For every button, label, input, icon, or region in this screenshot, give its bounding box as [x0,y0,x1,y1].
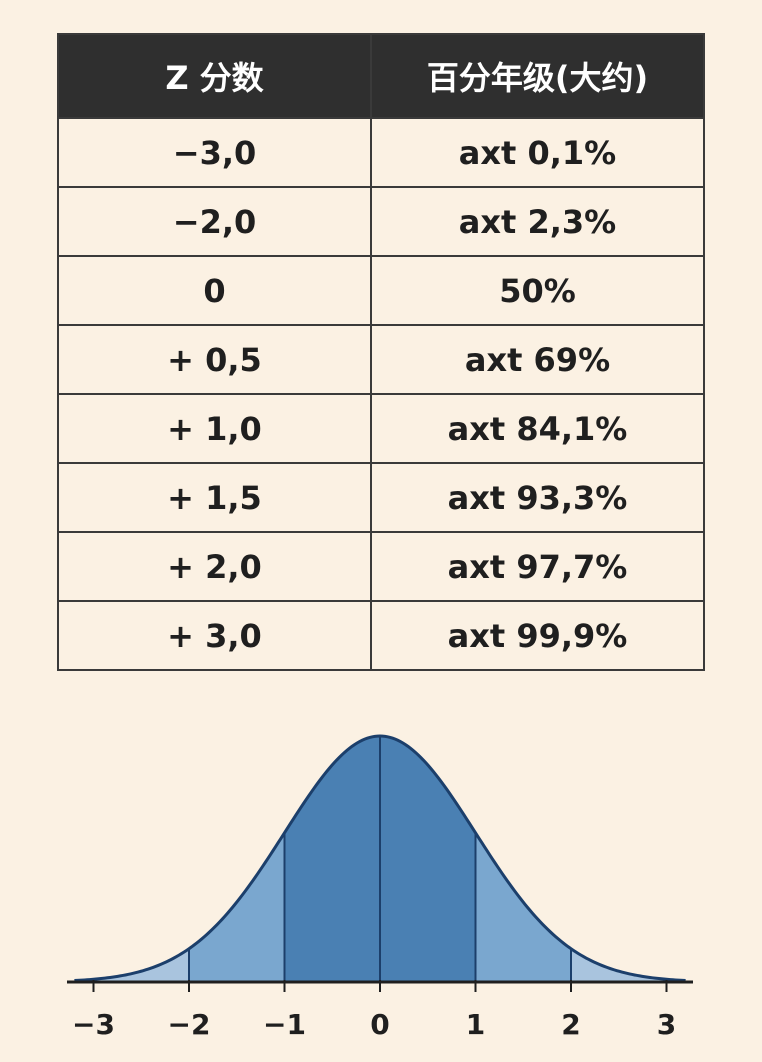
x-tick-label: 0 [370,1008,389,1041]
percentile-cell: axt 84,1% [370,393,705,464]
table-row: −3,0 axt 0,1% [57,117,705,188]
table-row: + 3,0 axt 99,9% [57,600,705,671]
curve-band-0 [74,948,189,982]
z-score-cell: + 1,5 [57,462,372,533]
table-row: + 1,0 axt 84,1% [57,393,705,464]
x-tick-label: −3 [72,1008,115,1041]
percentile-cell: 50% [370,255,705,326]
percentile-cell: axt 2,3% [370,186,705,257]
x-tick-label: 1 [466,1008,485,1041]
z-score-table: Z 分数 百分年级(大约) −3,0 axt 0,1% −2,0 axt 2,3% 0 5… [57,33,705,671]
curve-band-4 [571,948,686,982]
x-tick-label: 3 [657,1008,676,1041]
z-score-cell: + 0,5 [57,324,372,395]
table-row: + 0,5 axt 69% [57,324,705,395]
z-score-cell: + 3,0 [57,600,372,671]
table-header-row: Z 分数 百分年级(大约) [57,33,705,119]
table-row: −2,0 axt 2,3% [57,186,705,257]
percentile-cell: axt 93,3% [370,462,705,533]
percentile-cell: axt 97,7% [370,531,705,602]
header-z-score: Z 分数 [57,33,372,119]
table-row: + 2,0 axt 97,7% [57,531,705,602]
z-score-cell: + 1,0 [57,393,372,464]
normal-curve-line [74,734,686,983]
percentile-cell: axt 69% [370,324,705,395]
table-row: 0 50% [57,255,705,326]
z-score-cell: −2,0 [57,186,372,257]
normal-distribution-chart: −3 −2 −1 0 1 2 3 [67,734,693,1041]
z-score-cell: 0 [57,255,372,326]
percentile-cell: axt 99,9% [370,600,705,671]
header-percentile: 百分年级(大约) [370,33,705,119]
percentile-cell: axt 0,1% [370,117,705,188]
table-row: + 1,5 axt 93,3% [57,462,705,533]
x-tick-label: −1 [263,1008,306,1041]
z-score-cell: + 2,0 [57,531,372,602]
x-tick-label: −2 [168,1008,211,1041]
z-score-cell: −3,0 [57,117,372,188]
x-tick-label: 2 [561,1008,580,1041]
